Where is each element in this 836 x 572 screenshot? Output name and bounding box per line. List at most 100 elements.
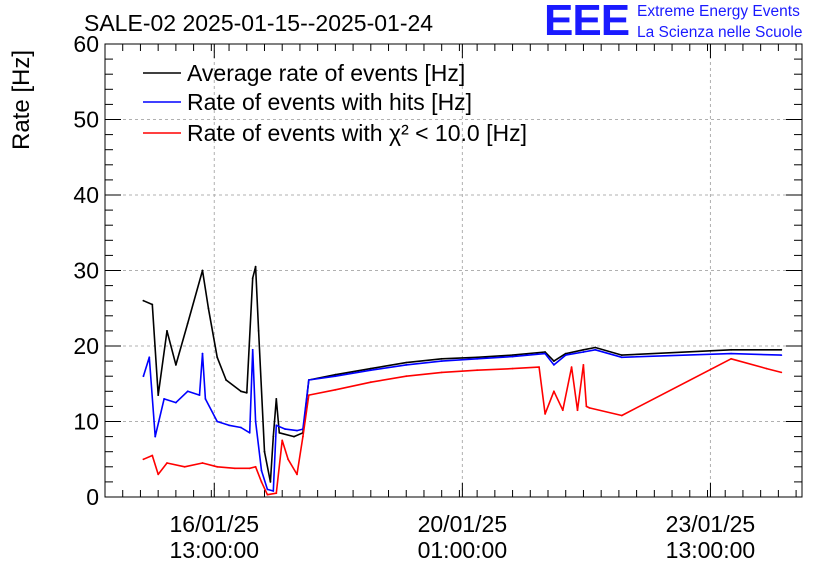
data-point <box>405 364 408 366</box>
grid-lines <box>105 44 802 497</box>
data-point <box>369 381 372 384</box>
data-point <box>186 322 189 325</box>
data-point <box>254 420 257 423</box>
data-point <box>225 379 228 381</box>
x-tick-label-date: 23/01/25 <box>666 511 756 537</box>
data-point <box>281 439 284 442</box>
data-point <box>780 354 783 356</box>
data-point <box>594 346 597 349</box>
data-point <box>142 299 145 302</box>
data-point <box>275 424 278 427</box>
data-point <box>266 493 269 496</box>
data-point <box>163 398 166 400</box>
data-point <box>405 361 408 364</box>
data-point <box>296 429 298 432</box>
data-point <box>440 357 443 360</box>
data-point <box>730 352 732 355</box>
x-tick-label-date: 20/01/25 <box>418 511 508 537</box>
data-point <box>201 352 204 355</box>
data-point <box>544 352 546 355</box>
series-group <box>142 265 783 496</box>
x-tick-label-time: 13:00:00 <box>666 537 756 563</box>
data-point <box>260 481 263 483</box>
data-point <box>440 360 443 362</box>
data-point <box>561 409 564 412</box>
data-point <box>275 398 278 400</box>
data-point <box>620 414 623 417</box>
data-point <box>175 364 177 366</box>
data-point <box>157 394 160 396</box>
data-point <box>544 413 546 415</box>
data-point <box>245 391 248 394</box>
y-tick-label: 20 <box>73 333 99 359</box>
legend-label: Average rate of events [Hz] <box>187 60 465 86</box>
data-point <box>476 369 478 372</box>
data-point <box>260 469 263 472</box>
data-point <box>186 390 189 393</box>
data-point <box>287 458 289 461</box>
data-point <box>175 401 177 404</box>
data-point <box>307 394 310 396</box>
data-point <box>263 450 266 453</box>
data-point <box>251 348 254 351</box>
data-point <box>148 356 151 359</box>
data-point <box>266 488 269 491</box>
y-tick-label: 60 <box>73 31 99 57</box>
data-point <box>204 398 207 400</box>
data-point <box>582 348 585 351</box>
data-point <box>216 356 219 359</box>
data-point <box>254 465 257 468</box>
data-point <box>440 371 443 374</box>
data-point <box>296 473 298 476</box>
y-tick-label: 10 <box>73 409 99 435</box>
data-point <box>272 490 275 492</box>
data-point <box>730 348 732 351</box>
logo-text-line2: La Scienza nelle Scuole <box>637 24 803 41</box>
data-point <box>620 356 623 359</box>
data-point <box>240 390 242 393</box>
data-point <box>240 426 242 429</box>
data-point <box>275 492 278 495</box>
logo-text-line1: Extreme Energy Events <box>637 3 800 20</box>
data-point <box>553 390 555 393</box>
data-point <box>157 473 160 476</box>
data-point <box>780 371 783 374</box>
data-point <box>183 465 186 468</box>
data-point <box>476 356 478 359</box>
data-point <box>544 351 546 353</box>
data-point <box>216 420 219 423</box>
data-point <box>198 394 201 396</box>
data-point <box>594 348 597 351</box>
data-point <box>216 465 219 468</box>
data-point <box>564 354 567 356</box>
data-point <box>248 431 251 434</box>
data-point <box>142 375 145 378</box>
data-point <box>765 367 768 370</box>
data-point <box>582 351 585 353</box>
data-point <box>166 462 168 464</box>
x-tick-label-time: 01:00:00 <box>418 537 508 563</box>
y-tick-label: 40 <box>73 182 99 208</box>
data-point <box>730 357 732 360</box>
data-point <box>293 435 295 438</box>
data-point <box>369 369 372 372</box>
data-point <box>201 462 204 464</box>
chart-title: SALE-02 2025-01-15--2025-01-24 <box>84 10 434 36</box>
data-point <box>334 373 337 376</box>
data-point <box>254 265 257 268</box>
data-point <box>151 303 154 306</box>
data-point <box>269 481 272 483</box>
data-point <box>564 352 567 355</box>
data-point <box>334 388 337 391</box>
data-point <box>620 354 623 356</box>
legend-label: Rate of events with hits [Hz] <box>187 89 472 115</box>
x-tick-label-time: 13:00:00 <box>170 537 260 563</box>
data-point <box>582 364 585 366</box>
y-tick-label: 30 <box>73 258 99 284</box>
data-point <box>284 428 287 430</box>
y-tick-label: 0 <box>86 484 99 510</box>
data-point <box>588 407 591 409</box>
data-point <box>476 357 478 360</box>
data-point <box>228 424 230 427</box>
